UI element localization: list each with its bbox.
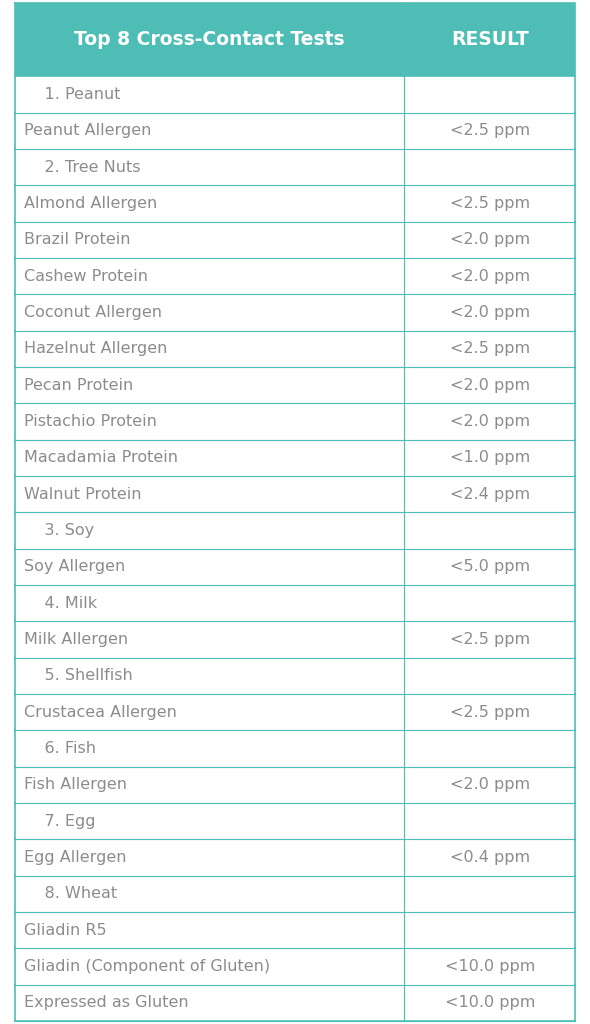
Bar xyxy=(15,476,575,512)
Bar xyxy=(15,258,575,294)
Text: Soy Allergen: Soy Allergen xyxy=(24,559,125,574)
Text: <2.4 ppm: <2.4 ppm xyxy=(450,486,530,502)
Bar xyxy=(15,694,575,730)
Text: Gliadin R5: Gliadin R5 xyxy=(24,923,106,938)
Text: Top 8 Cross-Contact Tests: Top 8 Cross-Contact Tests xyxy=(74,31,345,49)
Text: <2.0 ppm: <2.0 ppm xyxy=(450,268,530,284)
Text: Hazelnut Allergen: Hazelnut Allergen xyxy=(24,341,167,356)
Text: Egg Allergen: Egg Allergen xyxy=(24,850,126,865)
Bar xyxy=(15,767,575,803)
Bar xyxy=(15,439,575,476)
Text: 6. Fish: 6. Fish xyxy=(24,741,96,756)
Text: <2.5 ppm: <2.5 ppm xyxy=(450,705,530,720)
Bar xyxy=(15,221,575,258)
Bar xyxy=(15,549,575,585)
Bar xyxy=(15,294,575,331)
Text: <2.0 ppm: <2.0 ppm xyxy=(450,777,530,793)
Text: <0.4 ppm: <0.4 ppm xyxy=(450,850,530,865)
Bar xyxy=(15,912,575,948)
Text: 3. Soy: 3. Soy xyxy=(24,523,94,538)
Text: Almond Allergen: Almond Allergen xyxy=(24,196,157,211)
Text: Coconut Allergen: Coconut Allergen xyxy=(24,305,162,321)
Text: 2. Tree Nuts: 2. Tree Nuts xyxy=(24,160,140,175)
Text: 8. Wheat: 8. Wheat xyxy=(24,887,117,901)
Bar xyxy=(15,948,575,985)
Text: 7. Egg: 7. Egg xyxy=(24,814,95,828)
Text: RESULT: RESULT xyxy=(451,31,529,49)
Text: <2.5 ppm: <2.5 ppm xyxy=(450,632,530,647)
Bar xyxy=(15,331,575,367)
Text: <5.0 ppm: <5.0 ppm xyxy=(450,559,530,574)
Bar xyxy=(15,512,575,549)
Bar xyxy=(15,585,575,622)
Text: 5. Shellfish: 5. Shellfish xyxy=(24,669,132,683)
Text: Pecan Protein: Pecan Protein xyxy=(24,378,133,392)
Text: Fish Allergen: Fish Allergen xyxy=(24,777,127,793)
Text: <10.0 ppm: <10.0 ppm xyxy=(445,958,535,974)
Text: Milk Allergen: Milk Allergen xyxy=(24,632,127,647)
Text: <2.0 ppm: <2.0 ppm xyxy=(450,378,530,392)
Bar xyxy=(15,3,575,77)
Text: <10.0 ppm: <10.0 ppm xyxy=(445,995,535,1011)
Text: <2.0 ppm: <2.0 ppm xyxy=(450,232,530,248)
Text: Cashew Protein: Cashew Protein xyxy=(24,268,148,284)
Text: 4. Milk: 4. Milk xyxy=(24,596,97,610)
Text: Peanut Allergen: Peanut Allergen xyxy=(24,123,151,138)
Text: Gliadin (Component of Gluten): Gliadin (Component of Gluten) xyxy=(24,958,270,974)
Bar xyxy=(15,657,575,694)
Bar xyxy=(15,730,575,767)
Bar xyxy=(15,150,575,185)
Text: <2.5 ppm: <2.5 ppm xyxy=(450,196,530,211)
Text: Crustacea Allergen: Crustacea Allergen xyxy=(24,705,176,720)
Text: <1.0 ppm: <1.0 ppm xyxy=(450,451,530,465)
Text: <2.0 ppm: <2.0 ppm xyxy=(450,414,530,429)
Text: <2.5 ppm: <2.5 ppm xyxy=(450,341,530,356)
Text: Expressed as Gluten: Expressed as Gluten xyxy=(24,995,188,1011)
Text: <2.0 ppm: <2.0 ppm xyxy=(450,305,530,321)
Bar xyxy=(15,622,575,657)
Text: Pistachio Protein: Pistachio Protein xyxy=(24,414,156,429)
Bar xyxy=(15,77,575,113)
Text: <2.5 ppm: <2.5 ppm xyxy=(450,123,530,138)
Bar xyxy=(15,113,575,150)
Bar xyxy=(15,367,575,403)
Text: Walnut Protein: Walnut Protein xyxy=(24,486,141,502)
Bar xyxy=(15,985,575,1021)
Bar xyxy=(15,840,575,876)
Bar xyxy=(15,185,575,221)
Bar xyxy=(15,876,575,912)
Text: Macadamia Protein: Macadamia Protein xyxy=(24,451,178,465)
Text: 1. Peanut: 1. Peanut xyxy=(24,87,120,102)
Text: Brazil Protein: Brazil Protein xyxy=(24,232,130,248)
Bar xyxy=(15,803,575,840)
Bar xyxy=(15,403,575,439)
